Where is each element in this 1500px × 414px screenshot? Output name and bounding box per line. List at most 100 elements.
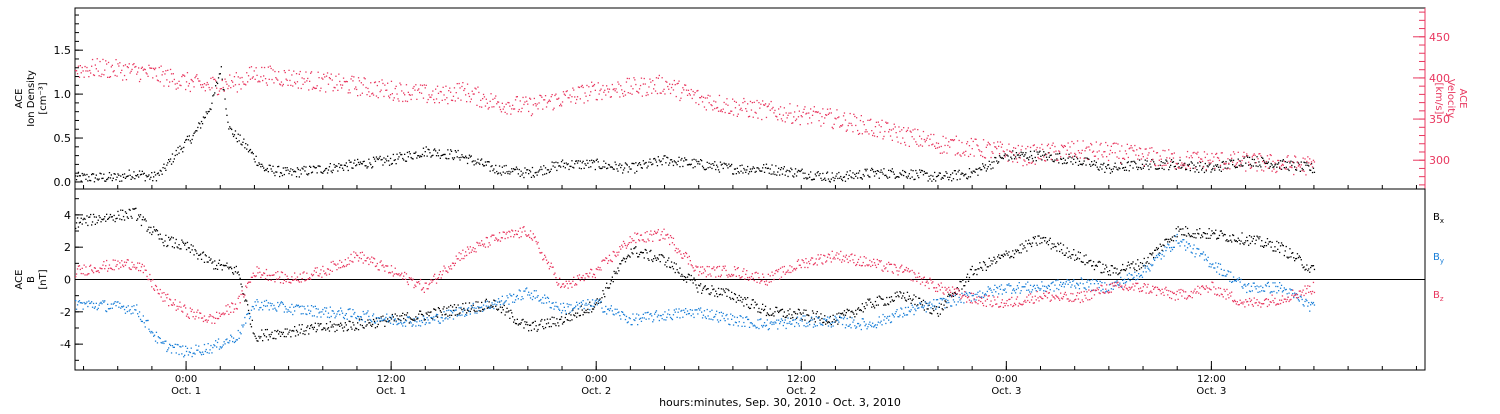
solar-wind-velocity-point: [646, 92, 647, 93]
bx-component-point: [186, 249, 187, 250]
solar-wind-velocity-point: [250, 79, 251, 80]
ion-density-point: [763, 164, 764, 165]
bx-component-point: [784, 311, 785, 312]
ion-density-point: [369, 162, 370, 163]
solar-wind-velocity-point: [384, 85, 385, 86]
solar-wind-velocity-point: [1155, 165, 1156, 166]
by-component-point: [416, 321, 417, 322]
solar-wind-velocity-point: [538, 102, 539, 103]
ion-density-point: [1271, 163, 1272, 164]
by-component-point: [828, 325, 829, 326]
bx-component-point: [332, 324, 333, 325]
by-component-point: [675, 312, 676, 313]
bx-component-point: [1189, 234, 1190, 235]
bx-component-point: [130, 210, 131, 211]
solar-wind-velocity-point: [1101, 154, 1102, 155]
ion-density-point: [722, 164, 723, 165]
ion-density-point: [1218, 167, 1219, 168]
solar-wind-velocity-point: [335, 76, 336, 77]
bx-component-point: [808, 315, 809, 316]
solar-wind-velocity-point: [1239, 160, 1240, 161]
ion-density-point: [305, 166, 306, 167]
bx-component-point: [823, 322, 824, 323]
bx-component-point: [776, 307, 777, 308]
bx-component-point: [1019, 252, 1020, 253]
solar-wind-velocity-point: [841, 125, 842, 126]
solar-wind-velocity-point: [1007, 161, 1008, 162]
bx-component-point: [849, 310, 850, 311]
by-component-point: [866, 328, 867, 329]
solar-wind-velocity-point: [1255, 155, 1256, 156]
ion-density-point: [540, 166, 541, 167]
ion-density-point: [426, 146, 427, 147]
solar-wind-velocity-point: [530, 99, 531, 100]
solar-wind-velocity-point: [927, 138, 928, 139]
solar-wind-velocity-point: [1267, 155, 1268, 156]
ion-density-point: [345, 165, 346, 166]
ion-density-point: [147, 176, 148, 177]
bx-component-point: [874, 307, 875, 308]
bx-component-point: [653, 258, 654, 259]
bx-component-point: [764, 309, 765, 310]
ion-density-point: [1096, 162, 1097, 163]
bx-component-point: [147, 229, 148, 230]
ion-density-point: [407, 152, 408, 153]
ion-density-point: [250, 149, 251, 150]
solar-wind-velocity-point: [537, 108, 538, 109]
ion-density-point: [598, 161, 599, 162]
ion-density-point: [628, 171, 629, 172]
ion-density-point: [901, 174, 902, 175]
bx-component-point: [420, 311, 421, 312]
ion-density-point: [1037, 154, 1038, 155]
ion-density-point: [1289, 162, 1290, 163]
bx-component-point: [76, 222, 77, 223]
ion-density-point: [801, 170, 802, 171]
ion-density-point: [370, 164, 371, 165]
by-component-point: [913, 314, 914, 315]
solar-wind-velocity-point: [703, 97, 704, 98]
solar-wind-velocity-point: [111, 66, 112, 67]
ion-density-point: [703, 167, 704, 168]
solar-wind-velocity-point: [1170, 161, 1171, 162]
bx-component-point: [340, 323, 341, 324]
by-component-point: [771, 324, 772, 325]
solar-wind-velocity-point: [1020, 157, 1021, 158]
by-component-point: [136, 304, 137, 305]
bx-component-point: [443, 308, 444, 309]
bx-component-point: [924, 309, 925, 310]
ion-density-point: [434, 148, 435, 149]
solar-wind-velocity-point: [1085, 148, 1086, 149]
bx-component-point: [842, 313, 843, 314]
bx-component-point: [767, 312, 768, 313]
by-component-point: [345, 315, 346, 316]
bx-component-point: [993, 257, 994, 258]
ion-density-point: [1024, 154, 1025, 155]
solar-wind-velocity-point: [1115, 143, 1116, 144]
bx-component-point: [613, 281, 614, 282]
bx-component-point: [1256, 240, 1257, 241]
bx-component-point: [146, 231, 147, 232]
bx-component-point: [812, 310, 813, 311]
ion-density-point: [1208, 166, 1209, 167]
bx-component-point: [921, 301, 922, 302]
solar-wind-velocity-point: [589, 95, 590, 96]
solar-wind-velocity-point: [1169, 158, 1170, 159]
by-component-point: [763, 325, 764, 326]
solar-wind-velocity-point: [842, 124, 843, 125]
bx-component-point: [976, 274, 977, 275]
ion-density-point: [635, 162, 636, 163]
ion-density-point: [262, 166, 263, 167]
ion-density-point: [597, 159, 598, 160]
ion-density-point: [287, 167, 288, 168]
by-component-point: [786, 328, 787, 329]
by-component-point: [274, 308, 275, 309]
ion-density-point: [457, 156, 458, 157]
solar-wind-velocity-point: [678, 81, 679, 82]
bx-component-point: [285, 328, 286, 329]
solar-wind-velocity-point: [434, 102, 435, 103]
solar-wind-velocity-point: [304, 82, 305, 83]
solar-wind-velocity-point: [567, 90, 568, 91]
bx-component-point: [306, 327, 307, 328]
solar-wind-velocity-point: [436, 98, 437, 99]
